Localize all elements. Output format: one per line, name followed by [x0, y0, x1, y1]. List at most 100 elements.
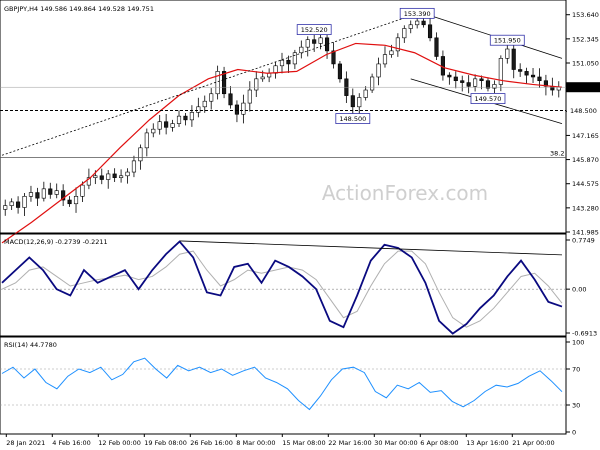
current-price-label: 149.751 [569, 84, 596, 92]
candle-body [460, 80, 465, 83]
candle-body [350, 95, 355, 108]
price-annotation-label: 149.570 [475, 95, 502, 103]
y-tick-label: 147.165 [572, 132, 599, 140]
y-tick-label: 152.345 [572, 35, 599, 43]
macd-trendline [179, 240, 563, 256]
macd-pane-header: MACD(12,26,9) -0.2739 -0.2211 [4, 238, 108, 246]
candle-body [86, 177, 91, 186]
candle-body [286, 59, 291, 65]
candle-body [189, 112, 194, 121]
candle-body [183, 115, 188, 121]
candle-body [415, 20, 420, 26]
rsi-y-tick-label: 100 [572, 339, 584, 347]
macd-chart-marks: 0.7749 0.00 -0.6913 [0, 237, 597, 338]
candle-body [434, 37, 439, 57]
candle-body [73, 195, 79, 205]
candle-body [279, 59, 285, 67]
candle-body [376, 63, 381, 78]
x-tick-label: 13 Apr 16:00 [466, 439, 508, 447]
candle-body [511, 48, 516, 70]
x-tick-label: 8 Mar 00:00 [236, 439, 275, 447]
candle-body [48, 188, 53, 195]
rsi-line [1, 357, 563, 411]
candle-body [318, 37, 323, 44]
x-tick-label: 4 Feb 16:00 [52, 439, 91, 447]
candle-body [466, 82, 471, 87]
candle-body [260, 76, 265, 80]
candle-body [22, 195, 27, 208]
macd-y-tick-label: 0.7749 [572, 237, 595, 245]
candle-body [151, 128, 156, 134]
candle-body [119, 175, 124, 178]
main-pane: GBPJPY,H4 149.586 149.864 149.528 149.75… [0, 0, 600, 244]
candle-body [357, 97, 362, 108]
y-tick-label: 143.280 [572, 204, 599, 212]
candle-body [530, 74, 536, 78]
candle-body [453, 76, 458, 82]
candle-body [215, 71, 220, 95]
main-pane-header: GBPJPY,H4 149.586 149.864 149.528 149.75… [4, 5, 154, 13]
rsi-y-tick-label: 30 [572, 402, 580, 410]
candle-body [170, 123, 175, 128]
candle-body [505, 48, 510, 59]
candle-body [331, 50, 336, 65]
candle-body [3, 205, 8, 210]
candle-body [54, 190, 59, 195]
x-tick-label: 22 Mar 16:00 [328, 439, 371, 447]
candle-body [370, 76, 375, 91]
macd-y-tick-label: 0.00 [572, 286, 586, 294]
candle-body [157, 121, 162, 130]
x-tick-label: 19 Feb 08:00 [144, 439, 187, 447]
candle-body [67, 199, 72, 205]
macd-pane-frame [0, 233, 567, 337]
x-tick-label: 15 Mar 08:00 [282, 439, 325, 447]
candle-body [176, 115, 182, 124]
rsi-y-tick-label: 0 [572, 429, 576, 437]
candle-body [537, 76, 542, 82]
candle-body [80, 184, 85, 197]
y-tick-label: 141.985 [572, 229, 599, 237]
main-pane-frame [0, 0, 567, 234]
rsi-pane-header: RSI(14) 44.7780 [4, 341, 57, 349]
candle-body [485, 80, 491, 89]
candle-body [524, 71, 529, 76]
fib-label: 38.2 [550, 150, 564, 158]
x-tick-label: 26 Feb 16:00 [190, 439, 233, 447]
candle-body [241, 102, 246, 115]
candle-body [138, 147, 143, 162]
candle-body [427, 24, 433, 39]
candle-body [382, 54, 388, 65]
macd-pane: MACD(12,26,9) -0.2739 -0.2211 0.7749 0.00… [0, 233, 597, 338]
macd-y-tick-label: -0.6913 [572, 330, 597, 338]
price-annotation-box [296, 24, 332, 35]
candle-body [112, 173, 117, 178]
current-price-box [566, 82, 600, 93]
candle-body [473, 78, 478, 87]
candle-body [9, 201, 14, 206]
candle-body [196, 106, 201, 113]
rsi-chart-marks: 100 70 30 0 [0, 339, 584, 437]
x-tick-label: 30 Mar 00:00 [374, 439, 417, 447]
candle-body [518, 69, 523, 72]
rsi-pane: RSI(14) 44.7780 100 70 30 0 [0, 336, 584, 437]
x-tick-label: 6 Apr 08:00 [420, 439, 458, 447]
watermark: ActionForex.com [322, 181, 488, 205]
candle-body [402, 28, 407, 39]
dashed-trendline [1, 13, 418, 156]
y-tick-label: 153.640 [572, 11, 599, 19]
candle-body [254, 78, 259, 91]
candle-body [395, 37, 400, 52]
candle-body [492, 84, 497, 89]
moving-average-line [1, 42, 563, 244]
x-tick-label: 28 Jan 2021 [6, 439, 45, 447]
candle-body [28, 192, 34, 197]
rsi-pane-frame [0, 336, 567, 435]
macd-line [1, 240, 563, 335]
candle-body [221, 71, 227, 95]
main-chart-marks: 153.640152.345151.050149.755148.460147.1… [0, 7, 600, 244]
candle-body [305, 39, 310, 48]
price-annotation-box [399, 7, 435, 19]
candle-body [131, 160, 137, 173]
candle-body [312, 39, 317, 44]
